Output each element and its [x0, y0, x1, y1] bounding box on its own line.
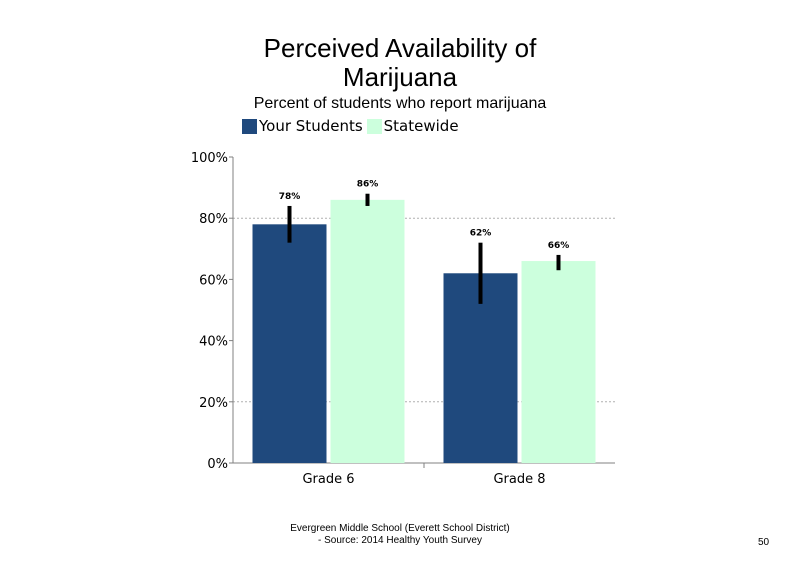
y-tick-label-80: 80%	[199, 212, 228, 227]
legend-label-statewide: Statewide	[383, 117, 459, 135]
x-tick-label-grade-8: Grade 8	[493, 472, 545, 487]
legend-item-your-students: Your Students	[242, 117, 363, 135]
y-tick-label-40: 40%	[199, 335, 228, 350]
legend-item-statewide: Statewide	[366, 117, 459, 135]
bar-statewide-grade-8	[521, 261, 596, 463]
chart-title-line1: Perceived Availability of	[263, 33, 537, 63]
page-number: 50	[758, 537, 770, 548]
data-label-statewide-grade-6: 86%	[357, 180, 379, 190]
chart-title-line2: Marijuana	[342, 62, 458, 92]
data-label-statewide-grade-8: 66%	[548, 241, 570, 251]
legend-label-your-students: Your Students	[259, 117, 363, 135]
legend-swatch-your-students	[242, 118, 257, 134]
data-label-your-students-grade-8: 62%	[470, 229, 492, 239]
chart-subtitle: Percent of students who report marijuana	[253, 95, 547, 112]
data-label-your-students-grade-6: 78%	[279, 192, 301, 202]
legend: Your Students Statewide	[242, 117, 463, 135]
legend-swatch-statewide	[366, 118, 382, 134]
x-tick-label-grade-6: Grade 6	[302, 472, 354, 487]
footer-source: - Source: 2014 Healthy Youth Survey	[318, 535, 482, 546]
bar-your-students-grade-8	[443, 273, 518, 463]
y-tick-label-60: 60%	[199, 273, 228, 288]
bar-statewide-grade-6	[330, 199, 405, 463]
footer: Evergreen Middle School (Everett School …	[230, 523, 570, 547]
footer-school: Evergreen Middle School (Everett School …	[290, 523, 510, 534]
y-tick-label-20: 20%	[199, 396, 228, 411]
y-tick-label-0: 0%	[207, 457, 228, 472]
bar-your-students-grade-6	[252, 224, 327, 463]
chart-title: Perceived Availability of Marijuana	[150, 34, 650, 92]
y-tick-label-100: 100%	[191, 151, 228, 166]
